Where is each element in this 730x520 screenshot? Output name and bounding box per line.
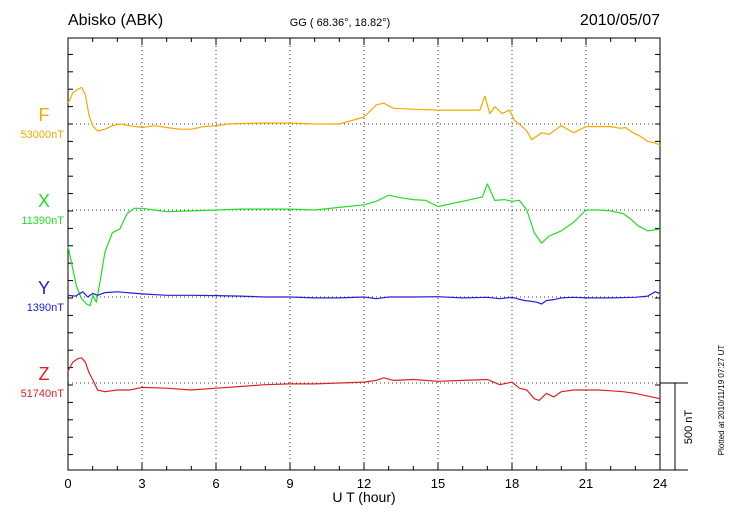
chart-subtitle: GG ( 68.36°, 18.82°) [290,17,391,29]
x-tick-label: 12 [357,476,371,491]
x-tick-label: 24 [653,476,667,491]
x-tick-label: 3 [138,476,145,491]
x-tick-label: 15 [431,476,445,491]
series-name-x: X [38,191,50,211]
scale-bar: 500 nT [660,382,695,471]
series-name-z: Z [39,364,50,384]
series-labels: F 53000nT X 11390nT Y 1390nT Z 51740nT [21,105,65,400]
series-lines [67,86,661,401]
x-tick-label: 21 [579,476,593,491]
chart-date: 2010/05/07 [580,12,660,29]
series-line-x [67,183,661,307]
x-axis-label: U T (hour) [332,489,395,505]
x-tick-label: 0 [64,476,71,491]
x-tick-label: 9 [286,476,293,491]
plotted-note: Plotted at 2010/11/19 07:27 UT [717,345,726,456]
series-baseline-x: 11390nT [21,215,64,227]
series-line-y [67,291,661,305]
x-tick-label: 18 [505,476,519,491]
series-name-y: Y [38,278,50,298]
series-name-f: F [39,105,50,125]
axis-ticks: 0 3 6 9 12 15 18 21 24 [64,38,667,491]
x-tick-label: 6 [212,476,219,491]
series-baseline-y: 1390nT [27,302,65,314]
series-line-z [67,357,661,401]
series-baseline-f: 53000nT [21,129,65,141]
scale-bar-label: 500 nT [683,410,695,445]
series-line-f [67,86,661,146]
series-baseline-z: 51740nT [21,388,65,400]
chart-title: Abisko (ABK) [68,12,163,29]
grid-lines [141,38,587,470]
